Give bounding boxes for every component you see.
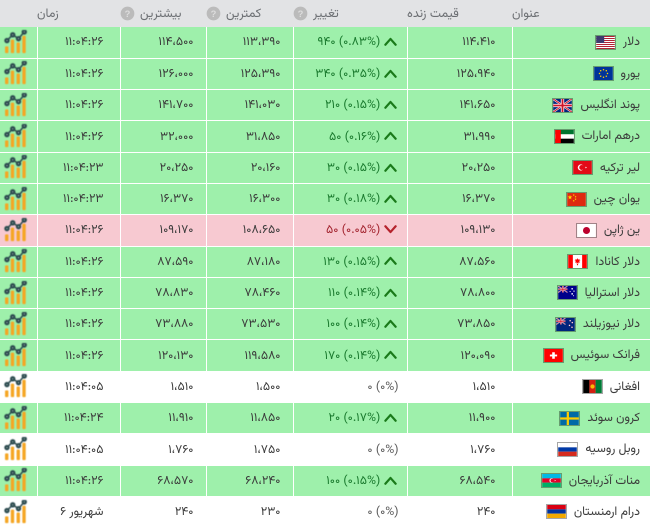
svg-text:?: ?: [211, 9, 217, 19]
svg-text:?: ?: [298, 9, 304, 19]
svg-text:?: ?: [125, 9, 131, 19]
